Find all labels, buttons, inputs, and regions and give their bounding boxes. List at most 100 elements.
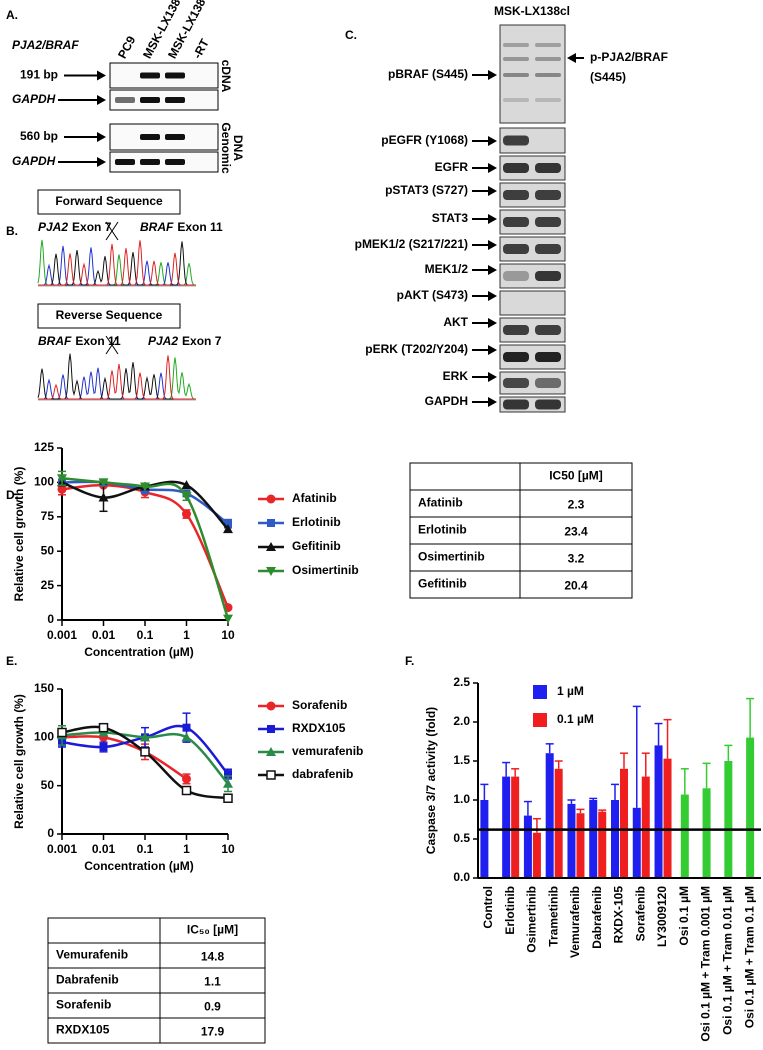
exon-label: BRAF Exon 11 [38,334,121,348]
arrow-head [488,372,497,382]
marker [182,774,191,784]
bar [663,758,672,878]
sequence-title: Forward Sequence [55,194,163,208]
blot-label: pSTAT3 (S727) [385,183,468,197]
marker [266,747,276,756]
blot-band [503,244,529,254]
marker [57,484,67,494]
x-tick-label: 1 [183,842,190,856]
table-cell: 1.1 [204,975,221,989]
exon-name: Exon 7 [72,220,112,234]
arrow-head [97,70,106,81]
arrow-head [488,163,497,173]
x-tick-label: 0.001 [47,842,77,856]
marker [181,785,192,796]
marker [223,524,233,534]
bar [724,761,733,878]
bar [632,807,641,878]
blot-label: pAKT (S473) [397,288,468,302]
y-tick-label: 125 [34,440,54,454]
blot-band [503,399,529,410]
table-frame [409,462,633,599]
table-cell: 14.8 [201,950,225,964]
group-label: DNA [231,135,245,161]
blot [499,371,566,395]
legend-label: dabrafenib [292,767,353,781]
x-tick-label: 0.001 [47,628,77,642]
y-tick-label: 0.0 [453,870,470,884]
sequence-box [37,189,181,215]
y-tick-label: 1.0 [453,792,470,806]
y-tick-label: 75 [41,509,55,523]
bar [567,803,576,878]
arrow-head [97,132,106,142]
x-tick-label: Dabrafenib [590,886,604,949]
blot-label: pERK (T202/Y204) [365,342,468,356]
table-header: IC50 [µM] [549,469,603,483]
blot-band [535,244,561,254]
blot-label: GAPDH [425,394,468,408]
legend-label: Gefitinib [292,539,341,553]
blot-band [503,135,529,146]
exon-label: PJA2 Exon 7 [148,334,222,348]
legend-swatch [533,713,547,727]
bar [502,776,511,878]
y-tick-label: 1.5 [453,753,470,767]
gel [109,89,219,111]
marker [181,492,192,502]
blot-band [535,163,561,173]
gel-band [165,72,185,79]
table-cell: 3.2 [568,552,585,566]
table-cell: 2.3 [568,498,585,512]
gel [109,151,219,173]
table-cell: Afatinib [418,496,463,510]
gene-label: PJA2/BRAF [12,38,79,52]
marker [140,482,150,492]
exon-name: Exon 7 [182,334,222,348]
bar [589,800,598,878]
blot-label: pBRAF (S445) [388,67,468,81]
y-axis-label: Relative cell growth (%) [12,467,26,602]
table-cell: Dabrafenib [56,973,119,987]
gene-name: PJA2 [148,334,178,348]
table-cell: Osimertinib [418,550,485,564]
exon-label: BRAF Exon 11 [140,220,223,234]
blot-band [535,73,561,77]
junction [105,335,119,355]
marker [181,732,192,742]
x-tick-label: Sorafenib [633,886,647,941]
blot-band [535,43,561,47]
gel-band [140,159,160,165]
x-axis-label: Concentration (µM) [84,645,194,659]
arrow-head [97,157,106,167]
bar [702,788,711,878]
table-cell: 17.9 [201,1025,225,1039]
blot-band [535,325,561,335]
x-tick-label: 10 [221,842,235,856]
blot-band [535,57,561,61]
gel-row-label: GAPDH [12,92,56,106]
marker [98,478,109,488]
blot-label: MEK1/2 [425,262,469,276]
arrow-head [488,318,497,328]
x-tick-label: Vemurafenib [568,886,582,958]
blot-band [503,163,529,173]
y-tick-label: 50 [41,778,55,792]
y-tick-label: 0 [47,826,54,840]
table-cell: Sorafenib [56,998,111,1012]
y-tick-label: 50 [41,543,55,557]
arrow-head [488,291,497,301]
blot-band [503,57,529,61]
panel-label: E. [6,654,17,668]
x-tick-label: 0.01 [92,842,116,856]
y-axis-label: Caspase 3/7 activity (fold) [424,707,438,854]
bar [554,768,563,878]
arrow-head [488,265,497,275]
gene-name: BRAF [38,334,72,348]
x-tick-label: 10 [221,628,235,642]
series-line [61,477,230,620]
marker [98,492,109,502]
blot-label: ERK [443,369,469,383]
gel-band [140,134,160,140]
blot-label: pEGFR (Y1068) [381,133,468,147]
